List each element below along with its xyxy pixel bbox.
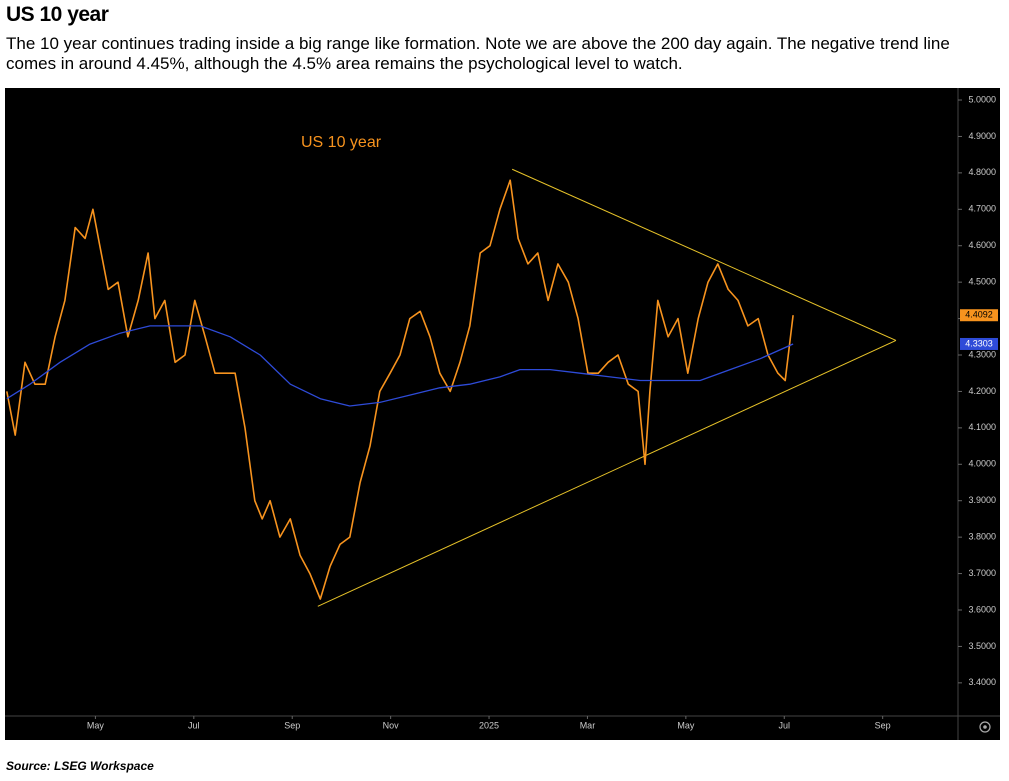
y-tick-label: 4.7000 — [968, 204, 996, 214]
x-tick-label: May — [677, 720, 695, 730]
x-tick-label: Sep — [284, 720, 300, 730]
x-tick-label: Nov — [383, 720, 400, 730]
y-tick-label: 3.7000 — [968, 568, 996, 578]
x-tick-label: Sep — [875, 720, 891, 730]
chart-background — [5, 88, 1000, 740]
title: US 10 year — [6, 3, 109, 26]
x-tick-label: 2025 — [479, 720, 499, 730]
last-value-box — [960, 337, 998, 350]
y-tick-label: 4.3000 — [968, 349, 996, 359]
y-tick-label: 3.4000 — [968, 677, 996, 687]
settings-icon[interactable] — [979, 721, 991, 733]
legend-label: US 10 year — [301, 134, 382, 151]
x-tick-label: Jul — [779, 720, 791, 730]
y-tick-label: 4.6000 — [968, 240, 996, 250]
x-tick-label: Mar — [580, 720, 596, 730]
y-tick-label: 4.5000 — [968, 277, 996, 287]
trend-line — [511, 168, 897, 341]
last-value-box — [960, 309, 998, 322]
y-tick-label: 3.6000 — [968, 604, 996, 614]
source: Source: LSEG Workspace — [6, 759, 154, 773]
settings-icon-dot — [983, 725, 987, 729]
series-line — [6, 325, 794, 407]
y-tick-label: 4.0000 — [968, 459, 996, 469]
y-tick-label: 4.8000 — [968, 167, 996, 177]
y-tick-label: 3.5000 — [968, 641, 996, 651]
x-tick-label: May — [87, 720, 105, 730]
chart: MarMayJulSepNov2025MarMayJulSep 3.40003.… — [5, 88, 1000, 740]
y-tick-label: 5.0000 — [968, 94, 996, 104]
y-tick-label: 4.1000 — [968, 422, 996, 432]
y-tick-label: 3.8000 — [968, 532, 996, 542]
last-value-label: 4.3303 — [965, 338, 993, 348]
y-tick-label: 3.9000 — [968, 495, 996, 505]
series-line — [6, 179, 794, 600]
description: The 10 year continues trading inside a b… — [6, 34, 950, 73]
y-tick-label: 4.9000 — [968, 131, 996, 141]
last-value-label: 4.4092 — [965, 310, 993, 320]
x-tick-label: Jul — [188, 720, 200, 730]
trend-line — [317, 339, 897, 607]
y-tick-label: 4.2000 — [968, 386, 996, 396]
